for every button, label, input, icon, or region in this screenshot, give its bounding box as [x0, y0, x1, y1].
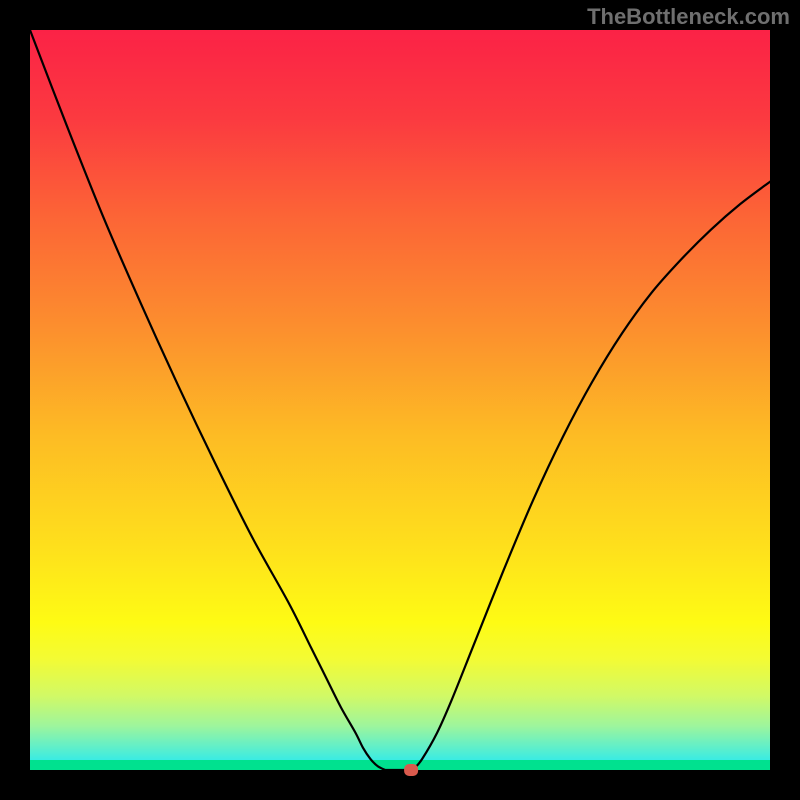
optimum-marker [404, 764, 418, 776]
watermark-text: TheBottleneck.com [587, 4, 790, 30]
bottleneck-chart: TheBottleneck.com [0, 0, 800, 800]
bottom-band [30, 760, 770, 770]
chart-svg [0, 0, 800, 800]
gradient-background [30, 30, 770, 770]
